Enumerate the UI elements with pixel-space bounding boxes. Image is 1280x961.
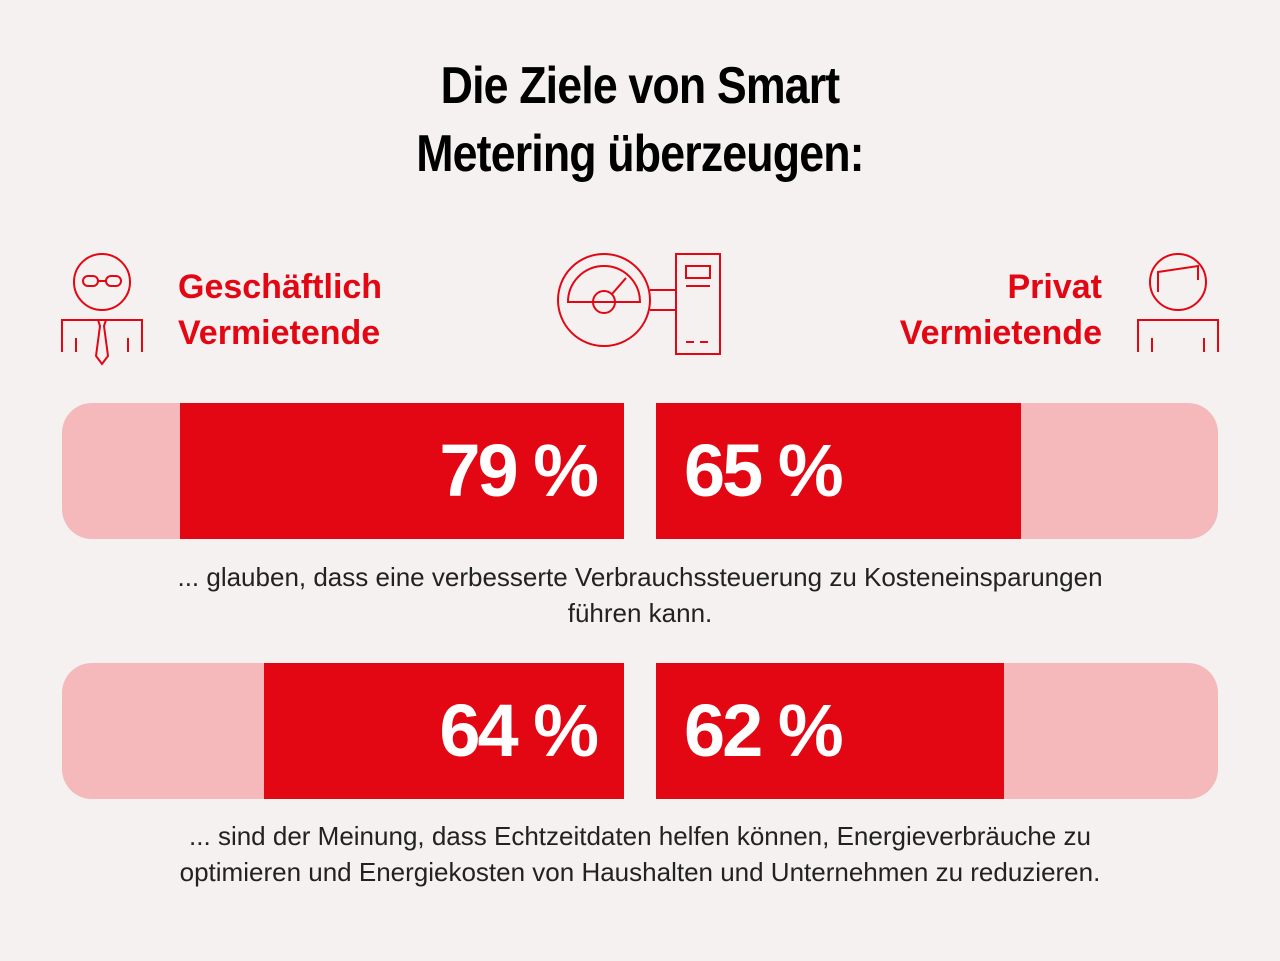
group-label-private: Privat Vermietende — [900, 264, 1102, 356]
page-title-line-1: Die Ziele von Smart — [440, 57, 841, 115]
caption-row-1-line-2: führen kann. — [567, 598, 713, 628]
caption-row-2-line-2: optimieren und Energiekosten von Haushal… — [179, 857, 1101, 887]
page-title: Die Ziele von Smart Metering überzeugen: — [90, 52, 1191, 188]
bar-value-row-1-private: 65 % — [684, 429, 844, 512]
group-label-business-line-1: Geschäftlich — [178, 268, 383, 306]
bar-row-2-private — [656, 663, 1004, 799]
group-label-business: Geschäftlich Vermietende — [178, 264, 382, 356]
smart-meter-icon — [557, 253, 721, 355]
bar-value-row-2-private: 62 % — [684, 689, 844, 772]
group-label-private-line-1: Privat — [1007, 268, 1103, 306]
bar-value-row-2-business: 64 % — [439, 689, 599, 772]
caption-row-1-line-1: ... glauben, dass eine verbesserte Verbr… — [177, 562, 1103, 592]
caption-row-2: ... sind der Meinung, dass Echtzeitdaten… — [0, 818, 1280, 890]
business-person-icon — [61, 253, 143, 366]
caption-row-2-line-1: ... sind der Meinung, dass Echtzeitdaten… — [189, 821, 1091, 851]
bar-row-2-business — [264, 663, 624, 799]
bar-row-1-business — [180, 403, 624, 539]
page-title-line-2: Metering überzeugen: — [416, 125, 864, 183]
private-person-icon — [1137, 253, 1219, 352]
bar-value-row-1-business: 79 % — [439, 429, 599, 512]
bar-track-row-2-business: 64 % — [62, 663, 624, 799]
caption-row-1: ... glauben, dass eine verbesserte Verbr… — [0, 559, 1280, 631]
bar-track-row-2-private: 62 % — [656, 663, 1218, 799]
group-label-business-line-2: Vermietende — [178, 314, 381, 352]
bar-row-1-private — [656, 403, 1021, 539]
bar-track-row-1-business: 79 % — [62, 403, 624, 539]
group-label-private-line-2: Vermietende — [899, 314, 1102, 352]
bar-track-row-1-private: 65 % — [656, 403, 1218, 539]
